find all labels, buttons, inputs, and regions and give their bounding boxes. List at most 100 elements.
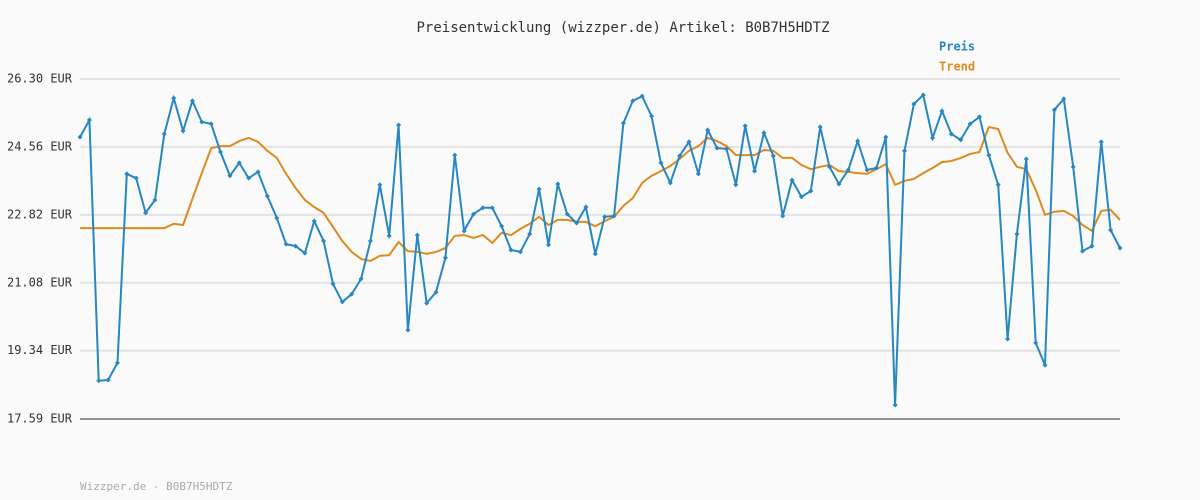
point-marker [349,291,355,297]
point-marker [723,146,729,152]
point-marker [396,122,402,128]
point-marker [433,289,439,295]
point-marker [827,164,833,170]
y-tick-label: 21.08 EUR [7,275,73,289]
point-marker [761,130,767,136]
point-marker [902,148,908,154]
point-marker [873,165,879,171]
point-marker [845,167,851,173]
point-marker [630,98,636,104]
point-marker [733,182,739,188]
y-tick-label: 17.59 EUR [7,412,73,426]
point-marker [1117,245,1123,251]
point-marker [939,108,945,114]
point-marker [517,249,523,255]
point-marker [1014,231,1020,237]
point-marker [752,168,758,174]
point-marker [602,214,608,220]
point-marker [227,173,233,179]
point-marker [1042,362,1048,368]
point-marker [1108,227,1114,233]
point-marker [339,299,345,305]
point-marker [574,220,580,226]
point-marker [405,327,411,333]
point-marker [489,205,495,211]
point-marker [742,123,748,129]
point-marker [536,186,542,192]
point-marker [564,211,570,217]
point-marker [667,180,673,186]
point-marker [555,181,561,187]
point-marker [77,134,83,140]
point-marker [780,213,786,219]
point-marker [1080,248,1086,254]
point-marker [920,92,926,98]
point-marker [620,120,626,126]
point-marker [367,238,373,244]
point-marker [986,152,992,158]
point-marker [133,175,139,181]
point-marker [236,160,242,166]
point-marker [1051,107,1057,113]
point-marker [686,139,692,145]
y-tick-label: 24.56 EUR [7,139,73,153]
point-marker [86,117,92,123]
point-marker [705,127,711,133]
point-marker [892,402,898,408]
point-marker [161,131,167,137]
point-marker [143,210,149,216]
point-marker [930,135,936,141]
y-tick-label: 19.34 EUR [7,343,73,357]
point-marker [527,231,533,237]
point-marker [499,223,505,229]
point-marker [96,378,102,384]
point-marker [583,204,589,210]
point-marker [714,145,720,151]
legend-label: Preis [939,40,975,54]
point-marker [199,119,205,125]
point-marker [311,218,317,224]
point-marker [218,149,224,155]
point-marker [808,188,814,194]
point-marker [330,281,336,287]
point-marker [770,153,776,159]
point-marker [480,205,486,211]
point-marker [836,181,842,187]
point-marker [171,95,177,101]
point-marker [377,182,383,188]
point-marker [152,197,158,203]
point-marker [695,171,701,177]
point-marker [1098,139,1104,145]
point-marker [302,250,308,256]
series-line [80,125,1121,262]
point-marker [358,276,364,282]
point-marker [958,137,964,143]
point-marker [321,238,327,244]
point-marker [283,241,289,247]
point-marker [967,121,973,127]
point-marker [789,177,795,183]
point-marker [1070,164,1076,170]
point-marker [1023,156,1029,162]
point-marker [180,128,186,134]
y-tick-label: 26.30 EUR [7,72,73,86]
point-marker [658,160,664,166]
point-marker [1005,336,1011,342]
point-marker [246,175,252,181]
point-marker [105,377,111,383]
footer: Wizzper.de - B0B7H5HDTZ [80,480,233,493]
point-marker [1089,243,1095,249]
point-marker [442,255,448,261]
point-marker [189,98,195,104]
point-marker [424,300,430,306]
point-marker [611,213,617,219]
point-marker [995,182,1001,188]
point-marker [274,215,280,221]
point-marker [677,153,683,159]
point-marker [264,193,270,199]
point-marker [124,171,130,177]
point-marker [639,93,645,99]
